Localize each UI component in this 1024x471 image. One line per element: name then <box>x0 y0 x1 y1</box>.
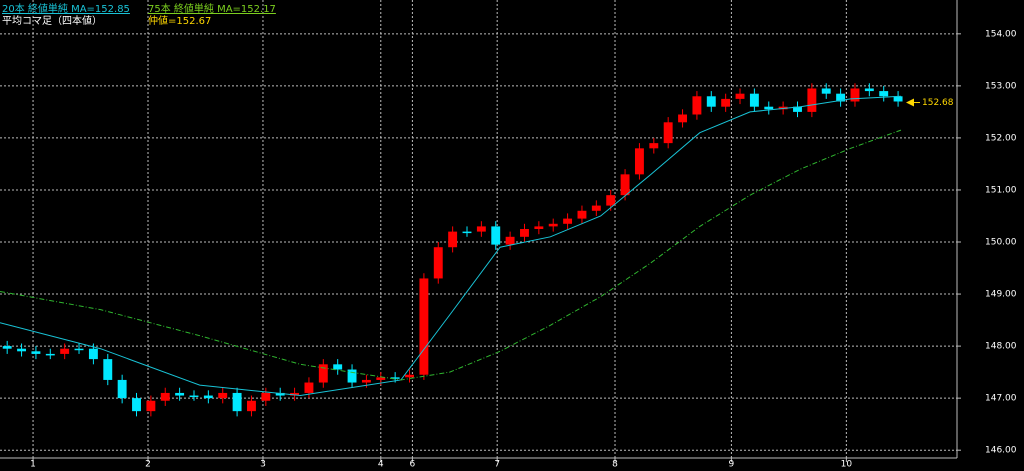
candle-body <box>247 400 256 412</box>
candle-body <box>2 346 12 349</box>
y-tick-label: 153.00 <box>985 81 1017 91</box>
candle-body <box>476 226 486 232</box>
candle-body <box>836 93 846 102</box>
y-tick-label: 146.00 <box>985 446 1017 456</box>
y-tick-label: 151.00 <box>985 185 1017 195</box>
candle-body <box>620 174 630 196</box>
candle-body <box>577 210 587 219</box>
candle-body <box>290 392 300 396</box>
candle-body <box>706 96 716 107</box>
x-tick-label: 9 <box>729 460 735 470</box>
candle-body <box>347 369 357 383</box>
candle-body <box>275 392 285 396</box>
x-tick-label: 1 <box>30 460 36 470</box>
y-tick-label: 154.00 <box>985 29 1017 39</box>
legend-entry: 20本 終値単純 MA=152.85 <box>2 2 130 15</box>
candle-body <box>361 379 371 383</box>
legend-entry: 75本 終値単純 MA=152.17 <box>148 2 276 15</box>
x-tick-label: 8 <box>612 460 618 470</box>
candle-body <box>893 96 903 102</box>
y-tick-label: 150.00 <box>985 238 1017 248</box>
candle-body <box>721 98 731 107</box>
legend-entry: 平均コマ足（四本値） <box>2 14 102 27</box>
legend-entry: 仲値=152.67 <box>148 14 211 27</box>
candle-body <box>132 398 141 412</box>
candle-body <box>735 93 745 99</box>
x-tick-label: 2 <box>145 460 151 470</box>
candle-body <box>663 122 673 144</box>
candle-body <box>17 348 27 352</box>
candle-body <box>850 88 860 102</box>
candle-body <box>232 392 242 412</box>
x-tick-label: 7 <box>494 460 500 470</box>
candle-body <box>74 348 84 351</box>
candle-body <box>448 231 458 248</box>
candle-body <box>45 353 55 356</box>
candle-body <box>505 236 515 245</box>
candle-body <box>103 359 113 380</box>
candle-body <box>189 395 199 398</box>
candle-body <box>606 195 616 206</box>
candle-body <box>88 348 98 360</box>
y-tick-label: 149.00 <box>985 290 1017 300</box>
candle-body <box>749 93 759 107</box>
price-arrow <box>906 98 914 107</box>
candle-body <box>318 364 328 383</box>
candle-body <box>433 247 443 279</box>
candle-body <box>491 226 501 245</box>
candle-body <box>304 382 314 393</box>
candle-body <box>218 392 228 399</box>
x-tick-label: 6 <box>410 460 416 470</box>
y-tick-label: 148.00 <box>985 342 1017 352</box>
x-tick-label: 10 <box>841 460 853 470</box>
candle-body <box>31 351 41 354</box>
candle-body <box>534 226 544 229</box>
current-price-label: 152.68 <box>922 98 954 108</box>
candle-body <box>261 392 271 401</box>
candle-body <box>864 88 874 92</box>
candle-body <box>678 114 687 123</box>
candle-body <box>117 379 127 399</box>
candle-body <box>160 392 170 401</box>
y-tick-label: 152.00 <box>985 133 1017 143</box>
x-tick-label: 3 <box>260 460 266 470</box>
candle-body <box>591 205 601 211</box>
candle-body <box>563 218 573 224</box>
candle-body <box>692 96 702 115</box>
candle-body <box>146 400 156 412</box>
candle-body <box>649 143 659 149</box>
candle-body <box>807 88 817 112</box>
x-tick-label: 4 <box>378 460 384 470</box>
candle-body <box>634 148 644 175</box>
candle-body <box>821 88 831 94</box>
candle-body <box>764 106 774 110</box>
candle-body <box>419 278 429 375</box>
candle-body <box>462 231 472 234</box>
y-tick-label: 147.00 <box>985 394 1017 404</box>
candle-body <box>333 364 343 370</box>
candle-body <box>879 91 889 97</box>
candle-body <box>175 392 185 396</box>
ma-line <box>0 95 901 397</box>
candle-body <box>376 377 386 380</box>
candle-body <box>548 223 558 227</box>
candle-body <box>520 229 529 237</box>
candle-body <box>60 348 70 354</box>
candle-body <box>405 374 414 378</box>
candle-body <box>203 395 213 399</box>
candle-body <box>390 377 400 379</box>
ma-line <box>0 129 902 381</box>
candle-body <box>793 106 802 112</box>
